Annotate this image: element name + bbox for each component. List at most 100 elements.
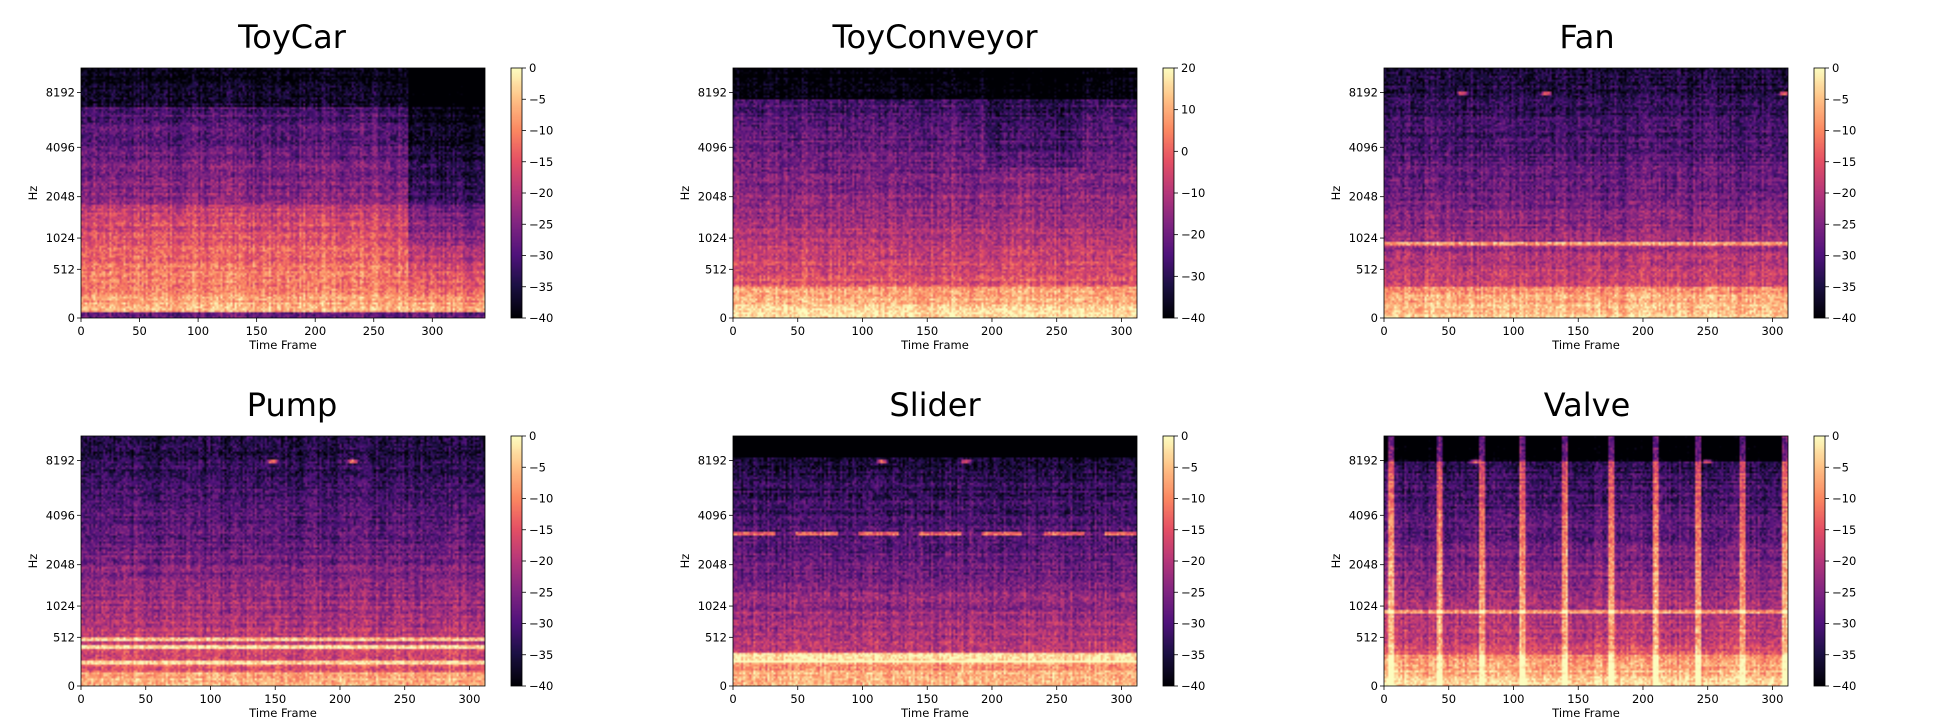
colorbar-tick-label: −10 bbox=[1181, 492, 1205, 506]
y-tick-label: 2048 bbox=[46, 190, 75, 204]
colorbar-tick-label: −30 bbox=[529, 249, 553, 263]
y-tick-label: 0 bbox=[68, 679, 75, 693]
x-tick-label: 150 bbox=[246, 324, 268, 338]
panel-title: Pump bbox=[247, 386, 338, 424]
x-tick-label: 150 bbox=[1567, 324, 1589, 338]
y-tick-label: 512 bbox=[705, 262, 727, 276]
x-tick-label: 100 bbox=[200, 692, 222, 706]
colorbar-tick-label: −25 bbox=[1832, 217, 1856, 231]
x-tick-label: 200 bbox=[329, 692, 351, 706]
colorbar bbox=[511, 436, 522, 686]
colorbar-tick-label: −20 bbox=[1181, 228, 1205, 242]
colorbar-tick-label: −5 bbox=[1832, 460, 1849, 474]
colorbar-tick-label: −10 bbox=[1832, 492, 1856, 506]
x-tick-label: 0 bbox=[729, 692, 736, 706]
y-tick-label: 0 bbox=[68, 311, 75, 325]
spectrogram-heatmap bbox=[733, 436, 1137, 686]
colorbar-tick-label: −35 bbox=[1181, 648, 1205, 662]
x-tick-label: 250 bbox=[1697, 692, 1719, 706]
y-axis-label: Hz bbox=[678, 554, 692, 569]
x-tick-label: 0 bbox=[77, 324, 84, 338]
y-tick-label: 4096 bbox=[1349, 140, 1378, 154]
colorbar-tick-label: −30 bbox=[1181, 269, 1205, 283]
panel-title: Valve bbox=[1544, 386, 1631, 424]
colorbar-tick-label: −35 bbox=[529, 280, 553, 294]
colorbar-tick-label: −35 bbox=[529, 648, 553, 662]
colorbar-tick-label: −20 bbox=[1832, 186, 1856, 200]
y-tick-label: 4096 bbox=[46, 508, 75, 522]
spectrogram-heatmap bbox=[81, 68, 485, 318]
x-tick-label: 150 bbox=[916, 324, 938, 338]
colorbar-tick-label: −15 bbox=[1181, 523, 1205, 537]
colorbar-tick-label: 20 bbox=[1181, 61, 1196, 75]
colorbar-tick-label: 10 bbox=[1181, 103, 1196, 117]
x-tick-label: 200 bbox=[304, 324, 326, 338]
colorbar bbox=[511, 68, 522, 318]
x-tick-label: 200 bbox=[1632, 324, 1654, 338]
y-tick-label: 8192 bbox=[46, 86, 75, 100]
x-tick-label: 150 bbox=[916, 692, 938, 706]
y-tick-label: 512 bbox=[1356, 262, 1378, 276]
x-tick-label: 250 bbox=[394, 692, 416, 706]
x-axis-label: Time Frame bbox=[1551, 338, 1620, 352]
y-axis-label: Hz bbox=[26, 186, 40, 201]
y-tick-label: 4096 bbox=[46, 140, 75, 154]
y-tick-label: 1024 bbox=[46, 231, 75, 245]
colorbar-tick-label: −40 bbox=[1181, 679, 1205, 693]
x-tick-label: 50 bbox=[1441, 692, 1456, 706]
x-tick-label: 200 bbox=[1632, 692, 1654, 706]
y-tick-label: 8192 bbox=[698, 86, 727, 100]
y-tick-label: 1024 bbox=[698, 599, 727, 613]
colorbar-tick-label: −10 bbox=[529, 124, 553, 138]
spectrogram-panel-fan: Fan 0 50 100 150 200 250 300 0 512 1024 2048 4096 819… bbox=[1329, 18, 1856, 352]
x-tick-label: 0 bbox=[1380, 324, 1387, 338]
x-tick-label: 300 bbox=[458, 692, 480, 706]
spectrogram-heatmap bbox=[81, 436, 485, 686]
colorbar-tick-label: −20 bbox=[529, 186, 553, 200]
y-tick-label: 4096 bbox=[698, 508, 727, 522]
x-tick-label: 0 bbox=[729, 324, 736, 338]
y-tick-label: 8192 bbox=[698, 454, 727, 468]
colorbar-tick-label: −40 bbox=[1832, 311, 1856, 325]
colorbar-tick-label: 0 bbox=[1832, 429, 1839, 443]
y-tick-label: 512 bbox=[53, 262, 75, 276]
spectrogram-panel-toycar: ToyCar 0 50 100 150 200 250 300 0 512 1024 2048 4096… bbox=[26, 18, 553, 352]
x-tick-label: 50 bbox=[132, 324, 147, 338]
colorbar-tick-label: −15 bbox=[1832, 523, 1856, 537]
x-tick-label: 50 bbox=[790, 692, 805, 706]
y-tick-label: 1024 bbox=[46, 599, 75, 613]
spectrogram-panel-pump: Pump 0 50 100 150 200 250 300 0 512 1024 2048 4096 81… bbox=[26, 386, 553, 720]
y-tick-label: 2048 bbox=[1349, 558, 1378, 572]
y-tick-label: 2048 bbox=[698, 190, 727, 204]
x-tick-label: 150 bbox=[1567, 692, 1589, 706]
spectrogram-panel-valve: Valve 0 50 100 150 200 250 300 0 512 1024 2048 4096 8… bbox=[1329, 386, 1856, 720]
panel-title: Fan bbox=[1559, 18, 1614, 56]
colorbar-tick-label: −20 bbox=[529, 554, 553, 568]
colorbar-tick-label: −5 bbox=[529, 460, 546, 474]
y-tick-label: 0 bbox=[1371, 679, 1378, 693]
y-tick-label: 512 bbox=[53, 630, 75, 644]
x-tick-label: 100 bbox=[187, 324, 209, 338]
axes-frame bbox=[1383, 435, 1789, 687]
x-tick-label: 300 bbox=[1761, 324, 1783, 338]
axes-frame bbox=[732, 435, 1138, 687]
axes-frame bbox=[732, 67, 1138, 319]
x-tick-label: 50 bbox=[1441, 324, 1456, 338]
colorbar-tick-label: −5 bbox=[1832, 92, 1849, 106]
y-tick-label: 8192 bbox=[1349, 86, 1378, 100]
spectrogram-heatmap bbox=[1384, 68, 1788, 318]
colorbar-tick-label: −40 bbox=[1181, 311, 1205, 325]
colorbar-tick-label: −40 bbox=[529, 679, 553, 693]
y-tick-label: 8192 bbox=[1349, 454, 1378, 468]
colorbar-tick-label: −20 bbox=[1832, 554, 1856, 568]
y-tick-label: 1024 bbox=[1349, 231, 1378, 245]
y-tick-label: 2048 bbox=[698, 558, 727, 572]
y-tick-label: 4096 bbox=[1349, 508, 1378, 522]
colorbar-tick-label: 0 bbox=[1181, 144, 1188, 158]
x-tick-label: 300 bbox=[1110, 692, 1132, 706]
colorbar-tick-label: −10 bbox=[1181, 186, 1205, 200]
colorbar-tick-label: −25 bbox=[1181, 585, 1205, 599]
colorbar-tick-label: −25 bbox=[1832, 585, 1856, 599]
y-axis-label: Hz bbox=[26, 554, 40, 569]
